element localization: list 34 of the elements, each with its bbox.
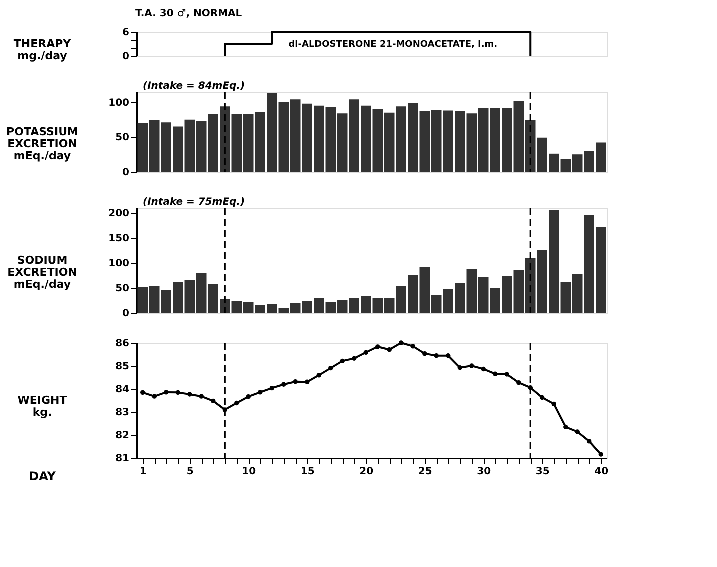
x-tick-label: 10 [242,466,256,478]
text: (Intake = 75mEq.) [143,197,246,208]
x-tick-label: 25 [418,466,432,478]
x-tick-label: 1 [140,466,147,478]
y-tick-label: 85 [116,362,130,372]
x-tick-label: 30 [477,466,492,478]
annotation: dl-ALDOSTERONE 21-MONOACETATE, I.m. [288,40,498,50]
y-tick-label: 84 [116,384,130,396]
y-tick-label: 0 [122,52,130,62]
y-axis-title: WEIGHT kg. [18,394,68,419]
y-axis-title: POTASSIUM EXCRETION mEq./day [6,126,78,162]
y-tick-label: 150 [108,234,130,244]
x-axis-title: DAY [29,470,56,484]
x-tick-label: 40 [594,466,609,478]
y-tick-label: 200 [108,208,130,220]
y-axis-title: SODIUM EXCRETION mEq./day [8,254,78,291]
y-tick-label: 50 [116,284,130,294]
y-tick-label: 82 [116,430,130,442]
x-tick-label: 15 [300,466,315,478]
chart-title: T.A. 30 ♂, NORMAL [136,8,243,20]
y-tick-label: 100 [108,98,130,109]
y-tick-label: 0 [122,168,130,178]
y-tick-label: 83 [116,408,130,418]
x-tick-label: 5 [186,466,194,478]
x-tick-label: 20 [360,466,374,478]
y-axis-title: THERAPY mg./day [14,38,72,62]
x-tick-label: 35 [536,466,550,478]
y-tick-label: 50 [116,132,130,144]
y-tick-label: 100 [108,258,130,270]
y-tick-label: 6 [122,28,130,38]
y-tick-label: 81 [116,454,130,464]
y-tick-label: 86 [116,338,130,350]
y-tick-label: 0 [122,308,130,320]
annotation: (Intake = 84mEq.) [143,81,246,92]
